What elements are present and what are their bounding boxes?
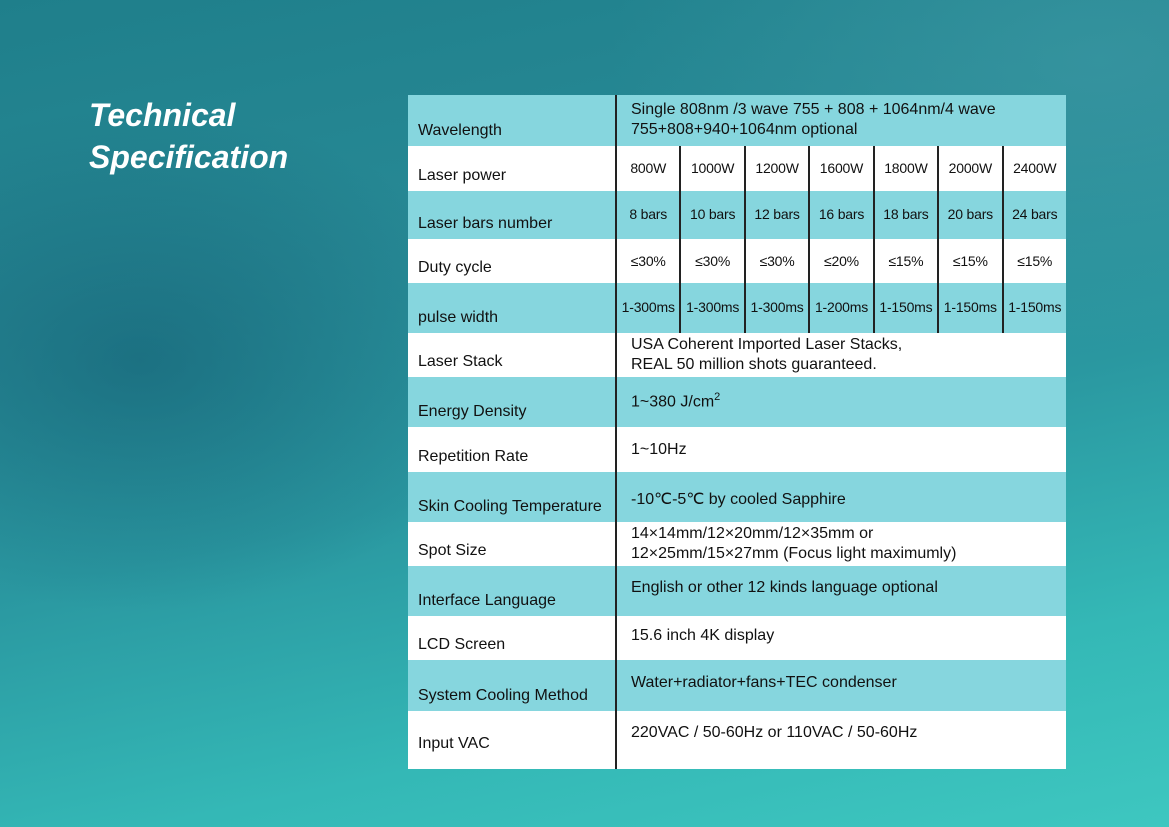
spec-row-duty-cycle: Duty cycle ≤30% ≤30% ≤30% ≤20% ≤15% ≤15%… [408,239,1066,283]
page-title: Technical Specification [89,94,288,178]
spec-cell: 1-300ms [746,283,811,333]
spec-row-laser-power: Laser power 800W 1000W 1200W 1600W 1800W… [408,146,1066,191]
spec-cell: ≤15% [875,239,940,283]
spec-cell: 1-150ms [1008,299,1062,315]
spec-cell: ≤30% [681,239,746,283]
spec-value-cells: 8 bars 10 bars 12 bars 16 bars 18 bars 2… [617,191,1066,239]
spec-row-lcd-screen: LCD Screen 15.6 inch 4K display [408,616,1066,660]
spec-row-spot-size: Spot Size 14×14mm/12×20mm/12×35mm or 12×… [408,522,1066,566]
spec-cell: 1-150ms [939,283,1004,333]
spec-cell: ≤15% [1017,253,1053,269]
spec-cell: ≤30% [617,239,682,283]
spec-value: 15.6 inch 4K display [617,616,1066,660]
spec-value-line: English or other 12 kinds language optio… [631,579,938,596]
spec-row-energy-density: Energy Density 1~380 J/cm2 [408,377,1066,427]
spec-value-line: 220VAC / 50-60Hz or 110VAC / 50-60Hz [631,724,918,741]
spec-label: Duty cycle [408,239,617,283]
spec-label: Laser Stack [408,333,617,377]
spec-value-line: 755+808+940+1064nm optional [631,120,858,138]
spec-value: 14×14mm/12×20mm/12×35mm or 12×25mm/15×27… [617,522,1066,566]
spec-value-line: Single 808nm /3 wave 755 + 808 + 1064nm/… [631,100,996,118]
spec-cell: 1-200ms [810,283,875,333]
spec-label: System Cooling Method [408,660,617,711]
spec-label: Laser bars number [408,191,617,239]
spec-cell: 1800W [875,146,940,191]
spec-row-laser-bars: Laser bars number 8 bars 10 bars 12 bars… [408,191,1066,239]
spec-cell: 18 bars [875,191,940,239]
page-title-line2: Specification [89,139,289,175]
page-title-line1: Technical [89,97,236,133]
spec-value-cells: ≤30% ≤30% ≤30% ≤20% ≤15% ≤15% ≤15% [617,239,1066,283]
spec-label: Laser power [408,146,617,191]
energy-density-exponent: 2 [714,391,721,404]
spec-value-line: 1~380 J/cm2 [631,387,1066,412]
spec-value: 1~10Hz [617,427,1066,472]
spec-cell: 1200W [746,146,811,191]
spec-value-line: -10℃-5℃ by cooled Sapphire [631,491,846,508]
spec-row-skin-cooling: Skin Cooling Temperature -10℃-5℃ by cool… [408,472,1066,522]
spec-value: 1~380 J/cm2 [617,377,1066,427]
spec-label: Wavelength [408,95,617,146]
spec-cell: 2400W [1013,159,1057,176]
spec-label: Interface Language [408,566,617,616]
spec-cell: 1-300ms [681,283,746,333]
spec-cell: 1-150ms [875,283,940,333]
spec-cell: 2000W [939,146,1004,191]
spec-value-cells: 1-300ms 1-300ms 1-300ms 1-200ms 1-150ms … [617,283,1066,333]
spec-label: LCD Screen [408,616,617,660]
spec-cell: ≤20% [810,239,875,283]
energy-density-value: 1~380 J/cm [631,393,715,411]
spec-value: USA Coherent Imported Laser Stacks, REAL… [617,333,1066,377]
spec-cell: 24 bars [1012,206,1058,222]
spec-cell: 16 bars [810,191,875,239]
spec-cell: 1600W [810,146,875,191]
spec-value-line: 14×14mm/12×20mm/12×35mm or [631,525,874,542]
spec-value-line: REAL 50 million shots guaranteed. [631,356,877,373]
spec-cell: 10 bars [681,191,746,239]
spec-label: Repetition Rate [408,427,617,472]
spec-cell: 20 bars [939,191,1004,239]
spec-row-interface-language: Interface Language English or other 12 k… [408,566,1066,616]
spec-row-laser-stack: Laser Stack USA Coherent Imported Laser … [408,333,1066,377]
spec-cell: 12 bars [746,191,811,239]
spec-label: pulse width [408,283,617,333]
spec-value-line: USA Coherent Imported Laser Stacks, [631,336,903,353]
spec-value-cells: 800W 1000W 1200W 1600W 1800W 2000W 2400W [617,146,1066,191]
spec-value-line: 12×25mm/15×27mm (Focus light maximumly) [631,545,957,562]
spec-value-line: 15.6 inch 4K display [631,627,775,644]
spec-row-input-vac: Input VAC 220VAC / 50-60Hz or 110VAC / 5… [408,711,1066,769]
spec-row-system-cooling: System Cooling Method Water+radiator+fan… [408,660,1066,711]
spec-value: Single 808nm /3 wave 755 + 808 + 1064nm/… [617,95,1066,146]
spec-value-line: Water+radiator+fans+TEC condenser [631,673,897,691]
spec-value: Water+radiator+fans+TEC condenser [617,660,1066,711]
spec-label: Input VAC [408,711,617,769]
spec-cell: 1000W [681,146,746,191]
spec-table: Wavelength Single 808nm /3 wave 755 + 80… [408,95,1066,769]
spec-cell: ≤30% [746,239,811,283]
spec-row-wavelength: Wavelength Single 808nm /3 wave 755 + 80… [408,95,1066,146]
spec-row-pulse-width: pulse width 1-300ms 1-300ms 1-300ms 1-20… [408,283,1066,333]
spec-label: Skin Cooling Temperature [408,472,617,522]
spec-value: -10℃-5℃ by cooled Sapphire [617,472,1066,522]
spec-cell: 8 bars [617,191,682,239]
spec-cell: 800W [617,146,682,191]
spec-label: Energy Density [408,377,617,427]
spec-value: English or other 12 kinds language optio… [617,566,1066,616]
spec-value-line: 1~10Hz [631,440,687,458]
spec-cell: ≤15% [939,239,1004,283]
spec-label: Spot Size [408,522,617,566]
spec-row-repetition-rate: Repetition Rate 1~10Hz [408,427,1066,472]
spec-cell: 1-300ms [617,283,682,333]
spec-value: 220VAC / 50-60Hz or 110VAC / 50-60Hz [617,711,1066,769]
